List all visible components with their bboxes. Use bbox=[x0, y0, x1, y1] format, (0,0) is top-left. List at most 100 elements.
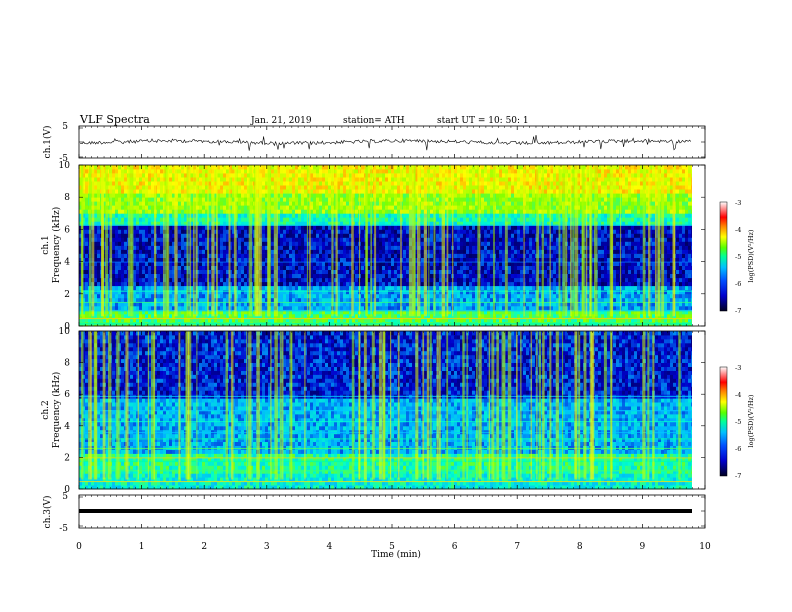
spectrogram-cell bbox=[343, 313, 347, 319]
spectrogram-cell bbox=[184, 197, 188, 202]
spectrogram-cell bbox=[361, 313, 365, 319]
spectrogram-cell bbox=[430, 177, 434, 182]
spectrogram-cell bbox=[343, 173, 347, 178]
spectrogram-cell bbox=[277, 197, 281, 202]
figure-title: VLF Spectra bbox=[79, 113, 150, 126]
spectrogram-cell bbox=[208, 173, 212, 178]
spectrogram-cell bbox=[355, 165, 359, 170]
spectrogram-cell bbox=[214, 241, 218, 246]
spectrogram-cell bbox=[244, 213, 248, 218]
spectrogram-cell bbox=[265, 253, 269, 258]
spectrogram-cell bbox=[142, 249, 146, 254]
spectrogram-cell bbox=[217, 205, 221, 210]
spectrogram-cell bbox=[187, 209, 191, 214]
spectrogram-cell bbox=[394, 217, 398, 222]
spectrogram-cell bbox=[265, 273, 269, 279]
spectrogram-cell bbox=[238, 273, 242, 279]
spectrogram-cell bbox=[298, 277, 302, 283]
spectrogram-cell bbox=[307, 189, 311, 194]
spectrogram-cell bbox=[187, 213, 191, 218]
spectrogram-cell bbox=[118, 169, 122, 174]
spectrogram-cell bbox=[382, 309, 386, 315]
spectrogram-cell bbox=[118, 213, 122, 218]
spectrogram-cell bbox=[193, 265, 197, 270]
spectrogram-cell bbox=[232, 265, 236, 270]
spectrogram-cell bbox=[181, 229, 185, 234]
spectrogram-cell bbox=[406, 289, 410, 295]
spectrogram-cell bbox=[199, 213, 203, 218]
spectrogram-cell bbox=[118, 313, 122, 319]
spectrogram-cell bbox=[172, 173, 176, 178]
spectrogram-cell bbox=[112, 181, 116, 186]
spectrogram-cell bbox=[232, 185, 236, 190]
spectrogram-cell bbox=[94, 221, 98, 226]
spectrogram-cell bbox=[355, 197, 359, 202]
spectrogram-cell bbox=[271, 193, 275, 198]
spectrogram-cell bbox=[280, 165, 284, 170]
spectrogram-cell bbox=[247, 177, 251, 182]
spectrogram-cell bbox=[388, 297, 392, 303]
date-label: Jan. 21, 2019 bbox=[250, 116, 312, 126]
spectrogram-cell bbox=[403, 241, 407, 246]
spectrogram-cell bbox=[85, 205, 89, 210]
spectrogram-cell bbox=[292, 237, 296, 242]
spectrogram-cell bbox=[394, 233, 398, 238]
spectrogram-cell bbox=[217, 173, 221, 178]
spectrogram-cell bbox=[271, 213, 275, 218]
spectrogram-cell bbox=[232, 233, 236, 238]
spectrogram-cell bbox=[232, 301, 236, 307]
spectrogram-cell bbox=[280, 253, 284, 258]
spectrogram-cell bbox=[238, 165, 242, 170]
spectrogram-cell bbox=[325, 285, 329, 291]
start-time-label: start UT = 10: 50: 1 bbox=[437, 116, 529, 126]
spectrogram-cell bbox=[280, 265, 284, 270]
spectrogram-cell bbox=[382, 269, 386, 274]
spectrogram-cell bbox=[145, 189, 149, 194]
spectrogram-cell bbox=[169, 285, 173, 291]
spectrogram-cell bbox=[448, 257, 452, 262]
spectrogram-cell bbox=[337, 165, 341, 170]
spectrogram-cell bbox=[349, 249, 353, 254]
spectrogram-cell bbox=[157, 285, 161, 291]
spectrogram-cell bbox=[172, 221, 176, 226]
spectrogram-cell bbox=[310, 173, 314, 178]
spectrogram-cell bbox=[376, 169, 380, 174]
spectrogram-cell bbox=[379, 257, 383, 262]
spectrogram-cell bbox=[376, 177, 380, 182]
spectrogram-cell bbox=[325, 265, 329, 270]
spectrogram-cell bbox=[283, 197, 287, 202]
spectrogram-cell bbox=[184, 177, 188, 182]
spectrogram-cell bbox=[160, 197, 164, 202]
spectrogram-cell bbox=[97, 197, 101, 202]
spectrogram-cell bbox=[181, 241, 185, 246]
spectrogram-cell bbox=[436, 181, 440, 186]
spectrogram-cell bbox=[301, 197, 305, 202]
spectrogram-cell bbox=[160, 213, 164, 218]
spectrogram-cell bbox=[337, 261, 341, 266]
spectrogram-cell bbox=[343, 305, 347, 311]
spectrogram-cell bbox=[241, 313, 245, 319]
spectrogram-cell bbox=[205, 209, 209, 214]
spectrogram-cell bbox=[355, 173, 359, 178]
spectrogram-cell bbox=[232, 261, 236, 266]
spectrogram-cell bbox=[361, 301, 365, 307]
spectrogram-cell bbox=[367, 261, 371, 266]
spectrogram-cell bbox=[310, 305, 314, 311]
spectrogram-cell bbox=[136, 253, 140, 258]
spectrogram-cell bbox=[151, 253, 155, 258]
spectrogram-cell bbox=[340, 305, 344, 311]
spectrogram-cell bbox=[85, 217, 89, 222]
spectrogram-cell bbox=[280, 213, 284, 218]
spectrogram-cell bbox=[139, 233, 143, 238]
spectrogram-cell bbox=[112, 253, 116, 258]
spectrogram-cell bbox=[391, 285, 395, 291]
spectrogram-cell bbox=[205, 237, 209, 242]
spectrogram-cell bbox=[247, 237, 251, 242]
spectrogram-cell bbox=[79, 253, 83, 258]
spectrogram-cell bbox=[439, 313, 443, 319]
spectrogram-cell bbox=[391, 197, 395, 202]
spectrogram-cell bbox=[289, 301, 293, 307]
spectrogram-cell bbox=[313, 261, 317, 266]
spectrogram-cell bbox=[136, 225, 140, 230]
spectrogram-cell bbox=[367, 281, 371, 287]
